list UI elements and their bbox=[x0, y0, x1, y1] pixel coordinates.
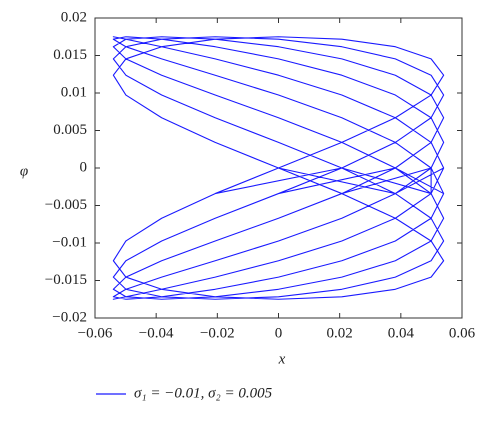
y-axis-label: φ bbox=[20, 163, 28, 179]
y-tick-label: 0.005 bbox=[53, 122, 87, 138]
x-tick-label: 0 bbox=[275, 325, 283, 341]
legend-label: σ₁ = −0.01, σ₂ = 0.005 bbox=[134, 385, 273, 401]
y-tick-label: 0.015 bbox=[53, 47, 87, 63]
y-tick-label: 0.01 bbox=[61, 84, 87, 100]
y-tick-label: −0.005 bbox=[45, 197, 87, 213]
x-tick-label: 0.06 bbox=[449, 325, 476, 341]
x-tick-label: −0.04 bbox=[139, 325, 174, 341]
y-tick-label: −0.02 bbox=[52, 309, 87, 325]
data-line bbox=[112, 36, 445, 300]
x-tick-label: 0.02 bbox=[327, 325, 353, 341]
y-tick-label: 0.02 bbox=[61, 9, 87, 25]
x-tick-label: −0.02 bbox=[200, 325, 235, 341]
y-tick-label: 0 bbox=[80, 159, 88, 175]
x-tick-label: 0.04 bbox=[388, 325, 415, 341]
y-tick-label: −0.015 bbox=[45, 272, 87, 288]
x-tick-label: −0.06 bbox=[78, 325, 113, 341]
y-tick-label: −0.01 bbox=[52, 234, 87, 250]
x-axis-label: x bbox=[278, 351, 286, 367]
